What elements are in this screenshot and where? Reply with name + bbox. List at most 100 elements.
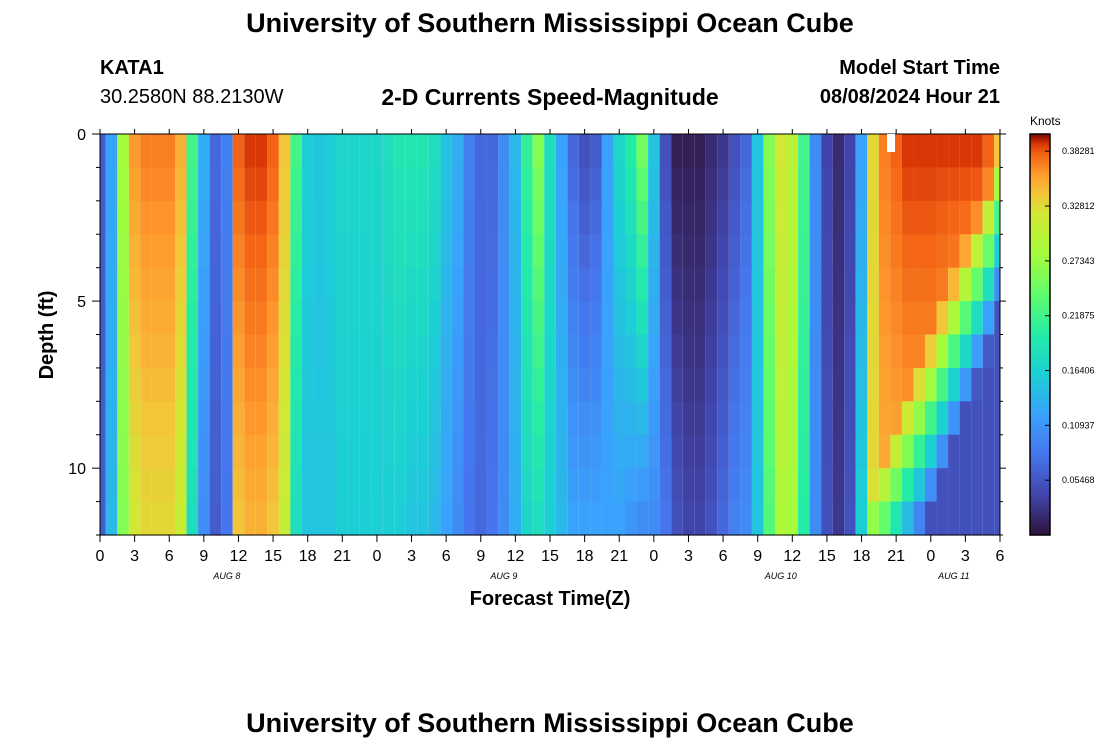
heatmap-cell — [117, 167, 129, 202]
heatmap-cell — [590, 401, 602, 436]
heatmap-cell — [798, 134, 810, 169]
heatmap-cell — [867, 301, 879, 336]
heatmap-cell — [578, 434, 591, 469]
heatmap-cell — [625, 200, 637, 235]
heatmap-cell — [255, 501, 268, 536]
heatmap-cell — [648, 501, 660, 536]
heatmap-cell — [475, 367, 487, 402]
heatmap-cell — [867, 468, 879, 503]
heatmap-cell — [671, 134, 683, 169]
heatmap-cell — [325, 401, 337, 436]
heatmap-cell — [751, 434, 764, 469]
heatmap-cell — [567, 367, 579, 402]
heatmap-cell — [371, 334, 383, 369]
heatmap-cell — [682, 200, 695, 235]
heatmap-cell — [751, 401, 764, 436]
heatmap-cell — [278, 401, 291, 436]
heatmap-cell — [775, 367, 787, 402]
heatmap-cell — [440, 401, 452, 436]
colorbar-label: 0.27343 — [1062, 256, 1095, 266]
heatmap-cell — [278, 334, 291, 369]
x-tick-label: 3 — [407, 548, 416, 565]
heatmap-cell — [244, 134, 256, 169]
heatmap-cell — [901, 200, 914, 235]
heatmap-cell — [901, 234, 914, 269]
heatmap-cell — [100, 334, 106, 369]
heatmap-cell — [359, 501, 372, 536]
heatmap-cell — [521, 434, 533, 469]
heatmap-cell — [636, 134, 649, 169]
heatmap-cell — [301, 367, 314, 402]
heatmap-cell — [509, 468, 522, 503]
heatmap-cell — [936, 367, 949, 402]
heatmap-cell — [428, 434, 441, 469]
heatmap-cell — [625, 167, 637, 202]
heatmap-cell — [151, 200, 164, 235]
heatmap-cell — [659, 501, 672, 536]
heatmap-cell — [475, 267, 487, 302]
heatmap-cell — [140, 134, 152, 169]
heatmap-cell — [832, 167, 845, 202]
heatmap-cell — [128, 200, 141, 235]
heatmap-cell — [198, 434, 210, 469]
heatmap-cell — [751, 334, 764, 369]
heatmap-cell — [163, 200, 175, 235]
heatmap-cell — [417, 134, 429, 169]
heatmap-cell — [648, 234, 660, 269]
heatmap-cell — [971, 301, 983, 336]
heatmap-cell — [278, 200, 291, 235]
heatmap-cell — [636, 468, 649, 503]
heatmap-cell — [175, 334, 187, 369]
heatmap-cell — [255, 200, 268, 235]
heatmap-cell — [301, 200, 314, 235]
heatmap-cell — [844, 200, 856, 235]
heatmap-cell — [475, 501, 487, 536]
heatmap-cell — [151, 367, 164, 402]
heatmap-cell — [336, 334, 349, 369]
x-tick-label: 0 — [96, 548, 105, 565]
heatmap-cell — [590, 234, 602, 269]
heatmap-cell — [232, 301, 245, 336]
heatmap-cell — [405, 134, 418, 169]
heatmap-cell — [971, 234, 983, 269]
heatmap-cell — [567, 334, 579, 369]
heatmap-cell — [509, 401, 522, 436]
heatmap-cell — [728, 234, 741, 269]
heatmap-cell — [428, 334, 441, 369]
heatmap-cell — [405, 167, 418, 202]
heatmap-cell — [394, 167, 406, 202]
heatmap-cell — [290, 234, 302, 269]
heatmap-cell — [705, 501, 718, 536]
heatmap-cell — [151, 267, 164, 302]
heatmap-cell — [117, 334, 129, 369]
heatmap-cell — [613, 367, 625, 402]
heatmap-cell — [705, 234, 718, 269]
heatmap-cell — [244, 200, 256, 235]
heatmap-cell — [809, 468, 822, 503]
heatmap-cell — [325, 167, 337, 202]
heatmap-cell — [532, 501, 545, 536]
heatmap-cell — [740, 401, 752, 436]
heatmap-cell — [498, 200, 510, 235]
heatmap-cell — [705, 434, 718, 469]
heatmap-cell — [151, 167, 164, 202]
heatmap-cell — [186, 234, 199, 269]
heatmap-cell — [186, 501, 199, 536]
page-title: University of Southern Mississippi Ocean… — [246, 8, 854, 38]
heatmap-cell — [798, 167, 810, 202]
heatmap-cell — [405, 367, 418, 402]
heatmap-cell — [509, 267, 522, 302]
heatmap-cell — [648, 200, 660, 235]
heatmap-cell — [336, 134, 349, 169]
heatmap-cell — [163, 234, 175, 269]
colorbar-label: 0.16406 — [1062, 366, 1095, 376]
heatmap-cell — [209, 367, 222, 402]
heatmap-cell — [440, 200, 452, 235]
heatmap-cell — [878, 134, 891, 169]
heatmap-cell — [728, 367, 741, 402]
heatmap-cell — [440, 468, 452, 503]
x-tick-label: 18 — [576, 548, 594, 565]
heatmap-cell — [590, 468, 602, 503]
heatmap-cell — [555, 134, 568, 169]
heatmap-cell — [717, 167, 729, 202]
